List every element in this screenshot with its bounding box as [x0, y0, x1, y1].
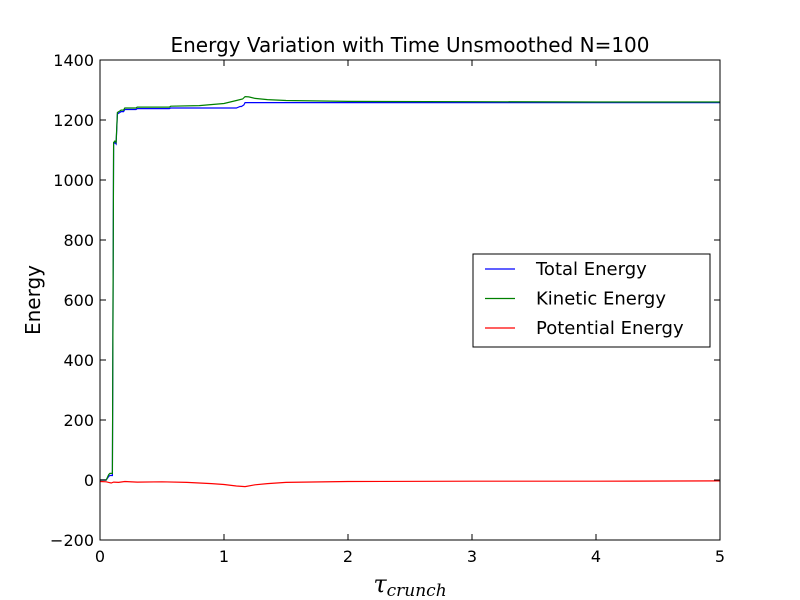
legend-label-1: Total Energy	[535, 259, 647, 280]
y-axis-label: Energy	[21, 265, 45, 335]
y-tick-label: 600	[63, 291, 94, 310]
series-layer	[99, 95, 721, 488]
x-tick-label: 1	[219, 547, 229, 566]
series-line-3	[99, 480, 721, 488]
legend: Total Energy Kinetic Energy Potential Ener…	[472, 253, 711, 348]
legend-label-2: Kinetic Energy	[536, 289, 666, 310]
y-tick-label: −200	[50, 531, 94, 550]
x-axis-label-sub: crunch	[387, 581, 447, 600]
chart-title: Energy Variation with Time Unsmoothed N=…	[170, 33, 649, 57]
y-tick-label: 1200	[53, 111, 94, 130]
x-tick-label: 3	[467, 547, 477, 566]
x-axis-label-main: τ	[373, 570, 387, 598]
y-tick-label: 1000	[53, 171, 94, 190]
series-line-2	[100, 95, 720, 481]
x-tick-label: 5	[715, 547, 725, 566]
x-tick-label: 4	[591, 547, 601, 566]
y-tick-label: 200	[63, 411, 94, 430]
x-tick-label: 0	[95, 547, 105, 566]
legend-label-3: Potential Energy	[536, 318, 684, 339]
y-tick-label: 0	[84, 471, 94, 490]
y-tick-label: 1400	[53, 51, 94, 70]
y-tick-label: 800	[63, 231, 94, 250]
x-tick-label: 2	[343, 547, 353, 566]
x-axis-label: τcrunch	[373, 570, 446, 600]
y-tick-label: 400	[63, 351, 94, 370]
